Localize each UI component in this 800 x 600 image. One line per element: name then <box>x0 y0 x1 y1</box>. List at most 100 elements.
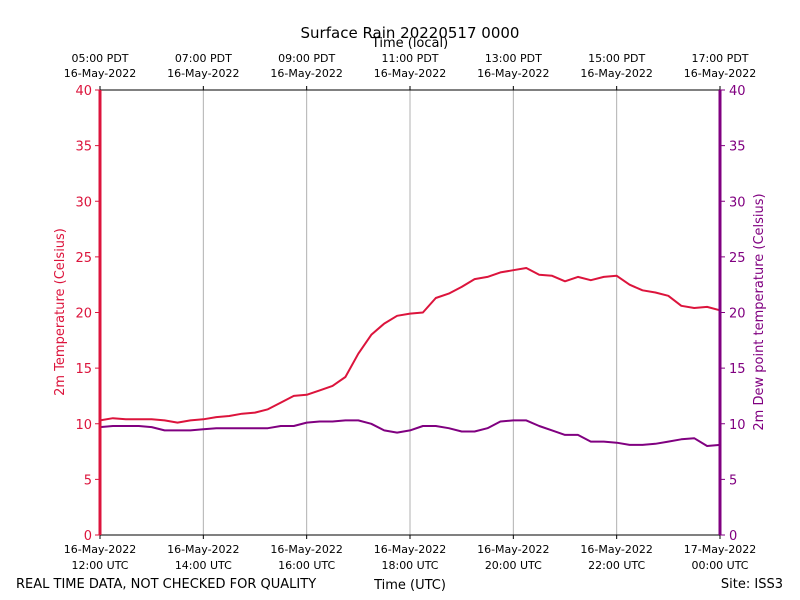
dewpoint-point <box>254 427 256 429</box>
temperature-point <box>151 418 153 420</box>
temperature-point <box>370 334 372 336</box>
temperature-point <box>603 276 605 278</box>
temperature-point <box>448 293 450 295</box>
top-tick-label-date: 16-May-2022 <box>477 67 549 80</box>
top-tick-label-date: 16-May-2022 <box>374 67 446 80</box>
dewpoint-point <box>525 419 527 421</box>
dewpoint-point <box>422 425 424 427</box>
x-tick-label-date: 16-May-2022 <box>580 543 652 556</box>
left-y-tick-label: 20 <box>75 307 92 322</box>
dewpoint-point <box>590 441 592 443</box>
temperature-point <box>241 413 243 415</box>
dewpoint-point <box>176 429 179 431</box>
temperature-point <box>629 284 631 286</box>
temperature-point <box>125 418 127 420</box>
left-y-tick-label: 25 <box>75 251 92 266</box>
x-tick-label-time: 20:00 UTC <box>485 559 542 572</box>
temperature-point <box>474 278 476 280</box>
dewpoint-point <box>396 432 398 434</box>
dewpoint-point <box>151 426 153 428</box>
left-y-tick-label: 30 <box>75 195 92 210</box>
dewpoint-point <box>280 425 282 427</box>
right-y-tick-label: 0 <box>729 529 737 544</box>
top-tick-label-date: 16-May-2022 <box>270 67 342 80</box>
temperature-point <box>551 275 553 277</box>
top-tick-label-time: 13:00 PDT <box>485 52 542 65</box>
x-tick-label-time: 18:00 UTC <box>381 559 438 572</box>
temperature-point <box>486 276 489 278</box>
dewpoint-point <box>306 422 308 424</box>
top-tick-label-time: 15:00 PDT <box>588 52 645 65</box>
gridlines <box>202 90 618 535</box>
dewpoint-point <box>641 444 644 446</box>
temperature-point <box>164 419 166 421</box>
dewpoint-point <box>616 442 618 444</box>
left-y-tick-label: 0 <box>84 529 92 544</box>
x-tick-label-time: 16:00 UTC <box>278 559 335 572</box>
right-y-tick-label: 40 <box>729 84 746 99</box>
top-tick-label-time: 05:00 PDT <box>71 52 128 65</box>
temperature-point <box>112 417 114 419</box>
top-tick-label-date: 16-May-2022 <box>684 67 756 80</box>
temperature-point <box>319 389 321 391</box>
dewpoint-point <box>448 427 450 429</box>
left-y-tick-label: 35 <box>75 140 92 155</box>
temperature-point <box>667 295 669 297</box>
temperature-point <box>525 267 527 269</box>
x-tick-label-date: 16-May-2022 <box>64 543 136 556</box>
dewpoint-point <box>474 430 476 433</box>
temperature-point <box>331 385 334 387</box>
temperature-point <box>215 416 217 418</box>
top-tick-label-date: 16-May-2022 <box>580 67 652 80</box>
dewpoint-point <box>370 423 372 425</box>
temperature-point <box>293 395 295 397</box>
dewpoint-point <box>112 425 114 427</box>
temperature-point <box>344 376 346 378</box>
temperature-point <box>138 418 140 420</box>
chart-title: Surface Rain 20220517 0000 <box>301 24 520 42</box>
dewpoint-point <box>629 444 631 446</box>
temperature-point <box>616 275 618 277</box>
right-y-tick-label: 20 <box>729 307 746 322</box>
dewpoint-point <box>164 429 166 431</box>
temperature-point <box>396 315 398 317</box>
dewpoint-point <box>693 437 695 439</box>
dewpoint-point <box>383 429 385 431</box>
temperature-point <box>512 269 514 271</box>
temperature-point <box>176 422 179 424</box>
dewpoint-point <box>667 441 669 443</box>
temperature-point <box>202 418 204 420</box>
right-axis-label: 2m Dew point temperature (Celsius) <box>752 193 767 430</box>
top-tick-label-time: 11:00 PDT <box>381 52 438 65</box>
left-y-tick-label: 40 <box>75 84 92 99</box>
temperature-point <box>357 353 359 355</box>
temperature-point <box>693 307 695 309</box>
temperature-point <box>280 402 282 404</box>
dewpoint-point <box>409 429 411 431</box>
x-tick-label-date: 16-May-2022 <box>477 543 549 556</box>
temperature-point <box>654 291 657 294</box>
dewpoint-point <box>461 430 463 433</box>
temperature-point <box>254 412 256 414</box>
dewpoint-point <box>499 420 501 423</box>
right-y-tick-label: 35 <box>729 140 746 155</box>
right-y-tick-label: 30 <box>729 195 746 210</box>
temperature-point <box>306 394 308 396</box>
site-label: Site: ISS3 <box>721 577 783 592</box>
dewpoint-point <box>319 420 321 423</box>
x-tick-label-time: 14:00 UTC <box>175 559 232 572</box>
top-axis-label: Time (local) <box>371 36 448 51</box>
x-axis-label: Time (UTC) <box>373 578 446 593</box>
dewpoint-point <box>202 428 204 430</box>
dewpoint-point <box>293 425 295 427</box>
dewpoint-point <box>680 438 682 440</box>
dewpoint-point <box>538 425 540 427</box>
dewpoint-point <box>125 425 127 427</box>
dewpoint-point <box>706 445 708 447</box>
left-y-tick-label: 5 <box>84 473 92 488</box>
x-tick-label-time: 22:00 UTC <box>588 559 645 572</box>
dewpoint-point <box>241 427 243 429</box>
right-y-tick-label: 25 <box>729 251 746 266</box>
temperature-point <box>538 274 540 276</box>
temperature-point <box>435 297 437 299</box>
